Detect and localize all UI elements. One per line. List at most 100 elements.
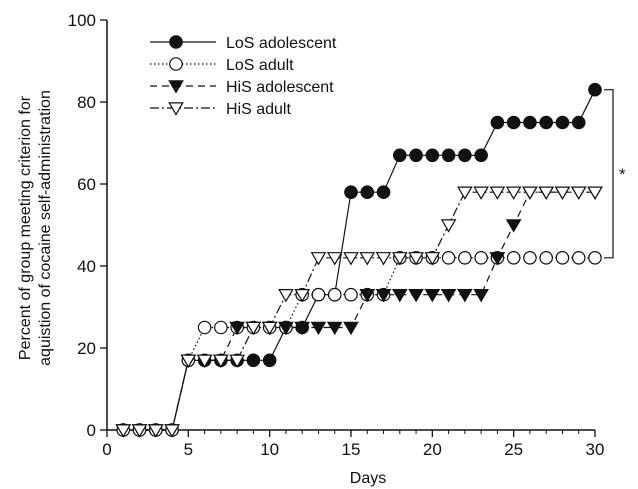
data-point-his-adult (229, 354, 245, 368)
significance-bracket (604, 89, 614, 259)
data-point-his-adult (554, 186, 571, 200)
y-tick-label: 80 (77, 93, 96, 112)
data-point-his-adult (570, 186, 587, 200)
series-line-los-adult (123, 257, 595, 431)
legend-label-his-adolescent: HiS adolescent (226, 79, 334, 96)
data-point-los-adult (474, 250, 488, 265)
data-point-los-adolescent (376, 185, 391, 199)
data-point-los-adult (197, 320, 212, 335)
data-point-his-adolescent (457, 289, 473, 303)
data-point-los-adolescent (344, 185, 358, 199)
data-point-his-adult (294, 289, 311, 303)
legend-marker-his-adolescent (168, 80, 184, 94)
data-point-his-adult (115, 424, 132, 438)
data-point-his-adolescent (343, 321, 359, 336)
data-point-los-adolescent (441, 148, 456, 163)
data-point-his-adult (538, 186, 555, 200)
y-tick-label: 0 (87, 421, 96, 440)
y-axis-label-line-2: aquistion of cocaine self-administration (37, 90, 54, 366)
data-point-his-adult (278, 289, 294, 303)
x-axis-label: Days (350, 470, 386, 487)
data-point-his-adolescent (375, 289, 392, 303)
data-point-los-adult (555, 250, 570, 265)
data-point-his-adult (245, 321, 262, 336)
data-point-his-adult (489, 186, 506, 200)
data-point-los-adult (344, 287, 358, 302)
data-point-los-adolescent (262, 353, 277, 368)
y-tick-label: 20 (77, 339, 96, 358)
data-point-los-adolescent (490, 115, 505, 130)
data-point-his-adult (147, 424, 164, 438)
legend-label-his-adult: HiS adult (226, 101, 291, 118)
data-point-his-adolescent (391, 289, 408, 303)
x-tick-label: 20 (423, 440, 442, 459)
legend-marker-los-adolescent (169, 35, 183, 49)
data-point-los-adolescent (360, 185, 375, 199)
series-line-his-adolescent (123, 191, 595, 431)
significance-annotation: * (604, 89, 626, 259)
legend: LoS adolescent LoS adult HiS adolescent HiS… (150, 35, 337, 118)
data-point-his-adolescent (424, 289, 441, 303)
data-point-his-adult (310, 252, 327, 266)
data-point-his-adult (440, 219, 457, 233)
data-point-los-adult (458, 250, 472, 265)
x-tick-label: 5 (184, 440, 193, 459)
data-point-los-adolescent (246, 353, 261, 368)
data-point-his-adult (587, 186, 603, 200)
y-tick-label: 60 (77, 175, 96, 194)
significance-asterisk: * (619, 165, 626, 184)
data-point-los-adolescent (425, 148, 440, 163)
x-tick-label: 25 (504, 440, 523, 459)
axes: 0 5 10 15 20 25 30 0 20 40 60 80 100 (68, 11, 605, 459)
data-point-los-adolescent (409, 148, 423, 163)
x-tick-label: 30 (586, 440, 605, 459)
legend-marker-los-adult (169, 57, 183, 71)
x-tick-label: 10 (260, 440, 279, 459)
data-point-his-adolescent (229, 321, 245, 336)
data-point-his-adolescent (278, 321, 294, 336)
data-point-los-adult (327, 287, 342, 302)
legend-label-los-adult: LoS adult (226, 57, 294, 74)
series-line-his-adult (123, 191, 595, 431)
data-point-his-adult (196, 354, 213, 368)
data-point-his-adult (408, 252, 424, 266)
data-point-los-adult (214, 320, 228, 335)
data-point-los-adult (539, 250, 553, 265)
series-markers (115, 82, 603, 438)
data-point-his-adult (359, 252, 376, 266)
data-point-los-adolescent (392, 148, 407, 163)
data-point-los-adult (441, 250, 456, 265)
data-point-his-adult (391, 252, 408, 266)
data-point-his-adolescent (440, 289, 457, 303)
data-point-his-adult (164, 424, 180, 438)
y-axis-label-line-1: Percent of group meeting criterion for (17, 95, 34, 360)
data-point-his-adolescent (326, 321, 343, 336)
legend-label-los-adolescent: LoS adolescent (226, 35, 337, 52)
x-tick-label: 0 (102, 440, 111, 459)
y-tick-label: 40 (77, 257, 96, 276)
data-point-his-adult (457, 186, 473, 200)
legend-marker-his-adult (168, 102, 184, 116)
data-point-los-adolescent (539, 115, 553, 130)
data-point-his-adolescent (294, 321, 311, 336)
data-point-los-adolescent (523, 115, 537, 130)
data-point-his-adult (261, 321, 278, 336)
data-point-his-adolescent (408, 289, 424, 303)
x-tick-label: 15 (342, 440, 361, 459)
data-point-his-adult (505, 186, 522, 200)
data-point-his-adolescent (310, 321, 327, 336)
y-tick-label: 100 (68, 11, 96, 30)
data-point-los-adolescent (555, 115, 570, 130)
data-point-los-adult (506, 250, 521, 265)
data-point-his-adult (326, 252, 343, 266)
data-point-los-adolescent (588, 82, 602, 97)
data-point-his-adult (522, 186, 538, 200)
data-point-los-adult (588, 250, 602, 265)
data-point-los-adult (311, 287, 326, 302)
data-point-his-adolescent (505, 219, 522, 233)
data-point-los-adolescent (458, 148, 472, 163)
data-point-los-adult (571, 250, 586, 265)
data-point-his-adolescent (359, 289, 376, 303)
data-point-his-adolescent (489, 252, 506, 266)
